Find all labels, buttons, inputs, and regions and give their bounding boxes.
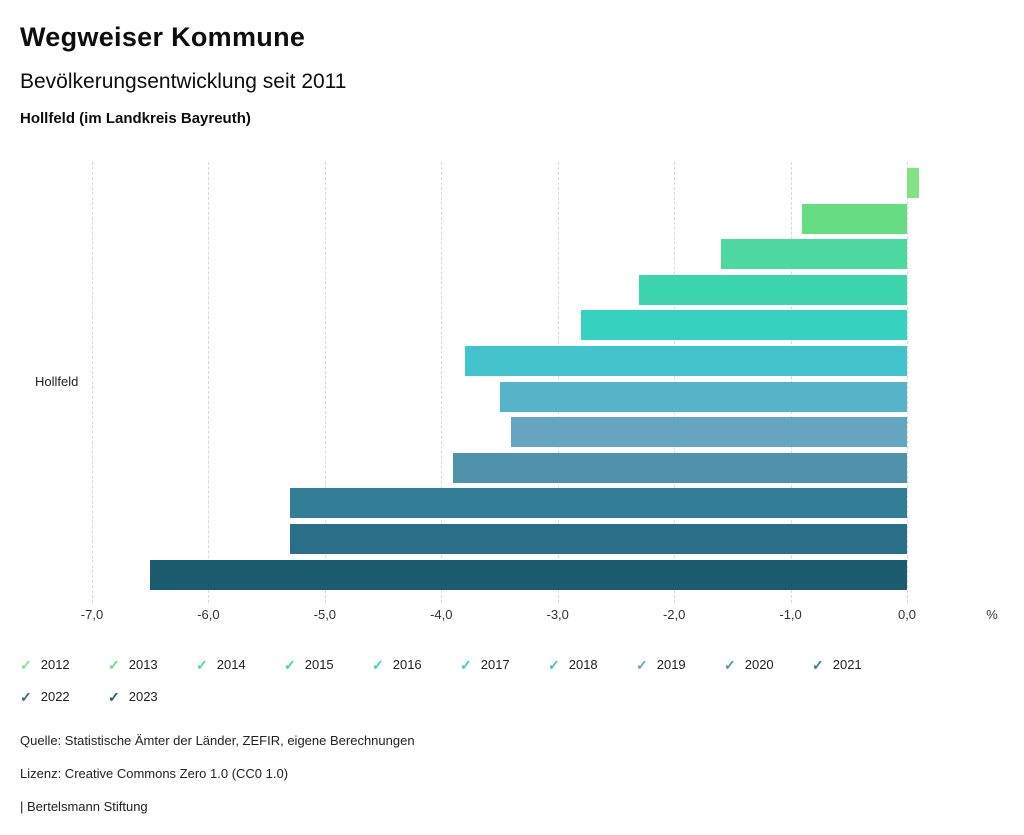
plot-area: -7,0 -6,0 -5,0 -4,0 -3,0 -2,0 -1,0 0,0% (81, 155, 1017, 630)
footer: Quelle: Statistische Ämter der Länder, Z… (20, 733, 415, 832)
bar-chart: Hollfeld -7,0 -6,0 -5,0 -4,0 -3,0 -2,0 -1,0 0,0… (0, 155, 1024, 630)
chart-subtitle: Bevölkerungsentwicklung seit 2011 (20, 70, 347, 93)
legend-item-2017[interactable]: ✓ 2017 (460, 657, 548, 672)
legend-item-label: 2019 (656, 657, 686, 672)
check-icon: ✓ (812, 656, 824, 673)
bar-2016[interactable] (581, 310, 907, 341)
legend-item-label: 2018 (568, 657, 598, 672)
legend-item-label: 2013 (128, 657, 158, 672)
bar-2018[interactable] (499, 381, 907, 412)
legend-item-2014[interactable]: ✓ 2014 (196, 657, 284, 672)
x-tick-label: -4,0 (430, 607, 453, 622)
legend-item-2015[interactable]: ✓ 2015 (284, 657, 372, 672)
legend-item-label: 2022 (40, 689, 70, 704)
legend-item-label: 2016 (392, 657, 422, 672)
legend-item-label: 2014 (216, 657, 246, 672)
gridline (92, 162, 93, 603)
check-icon: ✓ (548, 656, 560, 673)
legend-item-label: 2012 (40, 657, 70, 672)
check-icon: ✓ (20, 656, 32, 673)
check-icon: ✓ (636, 656, 648, 673)
legend-item-2012[interactable]: ✓ 2012 (20, 657, 108, 672)
legend: ✓ 2012 ✓ 2013 ✓ 2014 ✓ 2015 ✓ 2016 ✓ 2017 ✓ 2018 ✓ 2019… (20, 657, 925, 704)
bar-2012[interactable] (907, 168, 919, 198)
legend-item-label: 2021 (832, 657, 862, 672)
header: Wegweiser Kommune Bevölkerungsentwicklun… (20, 22, 346, 127)
bar-2019[interactable] (511, 417, 907, 448)
legend-item-2022[interactable]: ✓ 2022 (20, 689, 108, 704)
bar-2014[interactable] (720, 239, 907, 270)
legend-item-2018[interactable]: ✓ 2018 (548, 657, 636, 672)
check-icon: ✓ (460, 656, 472, 673)
check-icon: ✓ (108, 656, 120, 673)
gridline (208, 162, 210, 603)
bar-2022[interactable] (289, 524, 907, 554)
check-icon: ✓ (108, 688, 120, 705)
attribution-text: | Bertelsmann Stiftung (20, 799, 148, 814)
check-icon: ✓ (724, 656, 736, 673)
chart-location: Hollfeld (im Landkreis Bayreuth) (20, 110, 251, 127)
x-tick-label: 0,0 (897, 607, 917, 622)
bar-2021[interactable] (289, 488, 907, 519)
legend-item-2013[interactable]: ✓ 2013 (108, 657, 196, 672)
legend-item-label: 2015 (304, 657, 334, 672)
check-icon: ✓ (284, 656, 296, 673)
x-axis-unit-label: % (986, 607, 998, 622)
x-tick-label: -6,0 (197, 607, 220, 622)
page-title: Wegweiser Kommune (20, 22, 306, 52)
bar-2017[interactable] (464, 346, 907, 376)
legend-item-label: 2017 (480, 657, 510, 672)
gridline (907, 162, 908, 603)
source-text: Quelle: Statistische Ämter der Länder, Z… (20, 733, 415, 748)
check-icon: ✓ (372, 656, 384, 673)
legend-item-2019[interactable]: ✓ 2019 (636, 657, 724, 672)
legend-item-label: 2023 (128, 689, 158, 704)
x-tick-label: -3,0 (546, 607, 569, 622)
bar-2023[interactable] (150, 559, 907, 590)
x-tick-label: -7,0 (80, 607, 104, 622)
x-tick-label: -5,0 (313, 607, 337, 622)
gridline (441, 162, 443, 603)
y-category-label: Hollfeld (35, 374, 79, 389)
bar-2015[interactable] (639, 274, 907, 305)
legend-item-2023[interactable]: ✓ 2023 (108, 689, 196, 704)
legend-item-2021[interactable]: ✓ 2021 (812, 657, 900, 672)
bar-2013[interactable] (802, 203, 907, 234)
legend-item-label: 2020 (744, 657, 774, 672)
gridline (324, 162, 326, 603)
legend-item-2020[interactable]: ✓ 2020 (724, 657, 812, 672)
check-icon: ✓ (20, 688, 32, 705)
bar-2020[interactable] (452, 452, 907, 483)
x-tick-label: -2,0 (662, 607, 686, 622)
x-tick-label: -1,0 (779, 607, 802, 622)
license-text: Lizenz: Creative Commons Zero 1.0 (CC0 1… (20, 766, 289, 781)
check-icon: ✓ (196, 656, 208, 673)
legend-item-2016[interactable]: ✓ 2016 (372, 657, 460, 672)
